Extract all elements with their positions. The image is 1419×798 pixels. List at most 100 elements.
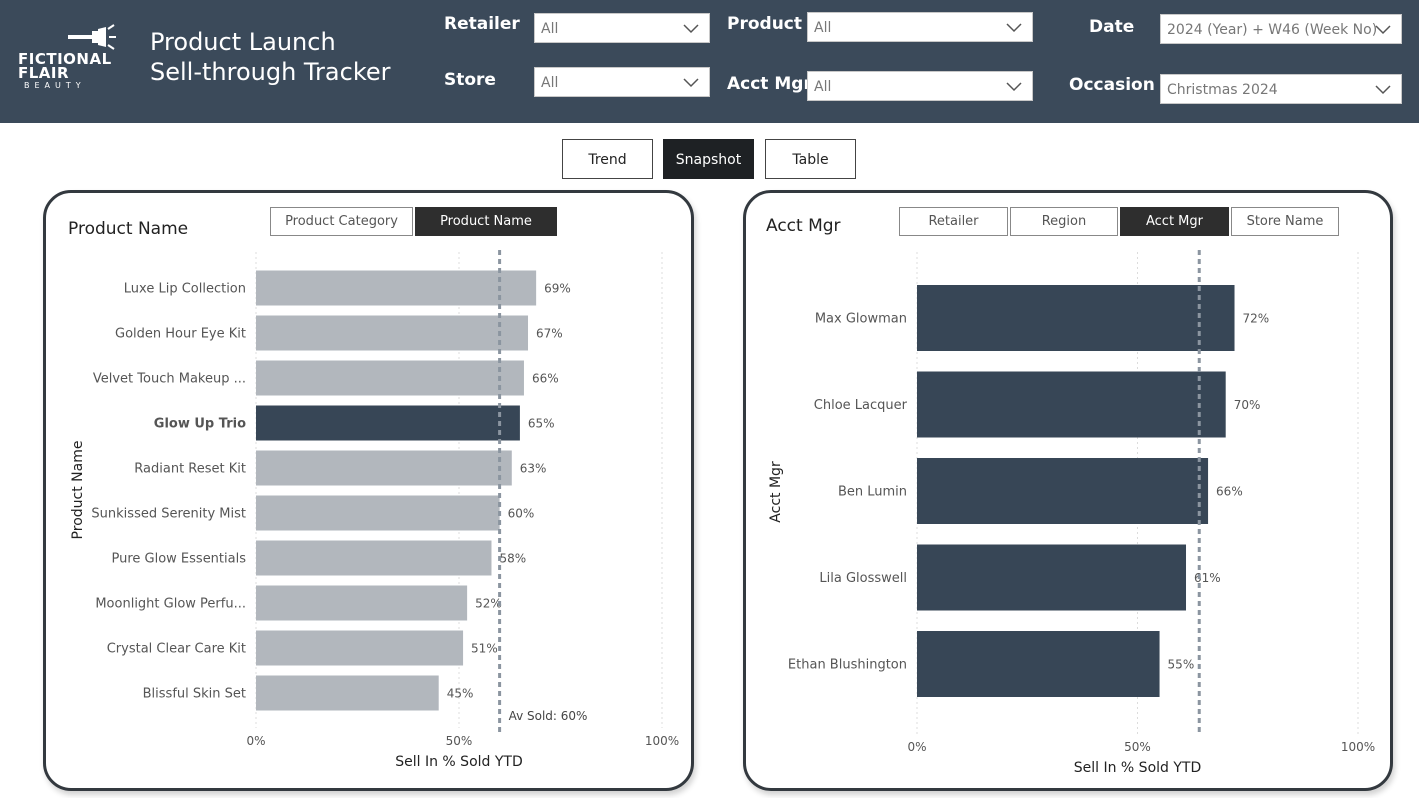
x-tick-label: 0% [246,734,265,748]
store-label: Store [444,70,496,90]
data-label: 66% [532,372,559,386]
category-label: Pure Glow Essentials [111,552,246,567]
chevron-down-icon [1375,25,1391,35]
x-tick-label: 100% [645,734,679,748]
category-label: Ben Lumin [838,485,907,500]
tab-product-category[interactable]: Product Category [270,207,413,236]
category-label: Ethan Blushington [788,658,907,673]
data-label: 45% [447,687,474,701]
chevron-down-icon [683,78,699,88]
bar [256,495,500,531]
x-tick-label: 0% [907,740,926,754]
bar [917,631,1160,697]
category-label: Sunkissed Serenity Mist [91,507,246,522]
y-axis-title: Product Name [70,441,86,540]
occasion-label: Occasion [1069,75,1155,95]
data-label: 65% [528,417,555,431]
header-bar: FICTIONAL FLAIR BEAUTY Product Launch Se… [0,0,1419,123]
trend-button[interactable]: Trend [562,139,653,179]
date-dropdown[interactable]: 2024 (Year) + W46 (Week No) [1160,14,1402,44]
tab-retailer[interactable]: Retailer [899,207,1008,236]
data-label: 52% [475,597,502,611]
bar [256,585,468,621]
data-label: 51% [471,642,498,656]
bar [917,285,1235,351]
occasion-value: Christmas 2024 [1167,82,1278,98]
bar [917,371,1226,438]
data-label: 60% [508,507,535,521]
product-dropdown[interactable]: All [807,12,1033,42]
tab-acct-mgr[interactable]: Acct Mgr [1120,207,1229,236]
product-sell-through-chart: 0% 50% 100% Luxe Lip Collection 69% Golden Ho… [70,250,679,770]
data-label: 66% [1216,485,1243,499]
title-line1: Product Launch [150,28,336,56]
category-label: Crystal Clear Care Kit [107,642,246,657]
bar [256,540,492,576]
bar [256,450,512,486]
category-label: Moonlight Glow Perfu... [95,597,246,612]
chevron-down-icon [1006,23,1022,33]
retailer-label: Retailer [444,14,520,34]
product-value: All [814,20,832,36]
store-value: All [541,75,559,91]
bar [256,675,439,711]
snapshot-button[interactable]: Snapshot [663,139,754,179]
tab-region[interactable]: Region [1010,207,1118,236]
data-label: 67% [536,327,563,341]
data-label: 58% [499,552,526,566]
x-axis-title: Sell In % Sold YTD [1074,760,1202,776]
tab-store-name[interactable]: Store Name [1231,207,1339,236]
category-label: Luxe Lip Collection [124,282,246,297]
date-value: 2024 (Year) + W46 (Week No) [1167,22,1378,38]
x-axis-title: Sell In % Sold YTD [395,754,523,770]
bar [256,630,464,666]
data-label: 70% [1234,398,1261,412]
category-label: Chloe Lacquer [814,398,908,413]
bar [256,405,520,441]
table-button[interactable]: Table [765,139,856,179]
category-label: Golden Hour Eye Kit [115,327,246,342]
chevron-down-icon [1375,85,1391,95]
bar [917,458,1209,524]
left-panel-title: Product Name [68,219,189,239]
title-line2: Sell-through Tracker [150,58,391,86]
data-label: 69% [544,282,571,296]
acct-mgr-value: All [814,79,832,95]
category-label: Lila Glosswell [819,571,907,586]
x-tick-label: 50% [446,734,473,748]
tab-product-name[interactable]: Product Name [415,207,557,236]
acct-mgr-sell-through-chart: 0% 50% 100% Max Glowman 72% Chloe Lacquer 70% B… [768,250,1375,776]
brand-logo: FICTIONAL FLAIR BEAUTY [14,22,120,94]
page-title: Product Launch Sell-through Tracker [150,27,391,87]
product-label: Product [727,14,802,34]
category-label: Max Glowman [815,312,907,327]
right-panel-title: Acct Mgr [766,216,841,236]
x-tick-label: 50% [1124,740,1151,754]
data-label: 55% [1168,658,1195,672]
data-label: 72% [1243,312,1270,326]
category-label: Blissful Skin Set [143,687,246,702]
chevron-down-icon [1006,82,1022,92]
x-tick-label: 100% [1341,740,1375,754]
flashlight-icon [68,24,116,50]
retailer-value: All [541,21,559,37]
occasion-dropdown[interactable]: Christmas 2024 [1160,74,1402,104]
store-dropdown[interactable]: All [534,67,710,97]
brand-line3: BEAUTY [24,81,86,90]
bar [256,270,537,306]
acct-mgr-dropdown[interactable]: All [807,71,1033,101]
chevron-down-icon [683,24,699,34]
bar [256,360,524,396]
brand-line1: FICTIONAL [18,50,112,68]
category-label: Glow Up Trio [154,417,246,432]
bar [917,544,1187,611]
average-reference-label: Av Sold: 60% [509,709,588,723]
bar [256,315,529,351]
acct-mgr-label: Acct Mgr [727,74,812,94]
retailer-dropdown[interactable]: All [534,13,710,43]
date-label: Date [1089,17,1135,37]
category-label: Velvet Touch Makeup ... [93,372,246,387]
brand-line2: FLAIR [18,64,70,82]
y-axis-title: Acct Mgr [768,461,784,523]
